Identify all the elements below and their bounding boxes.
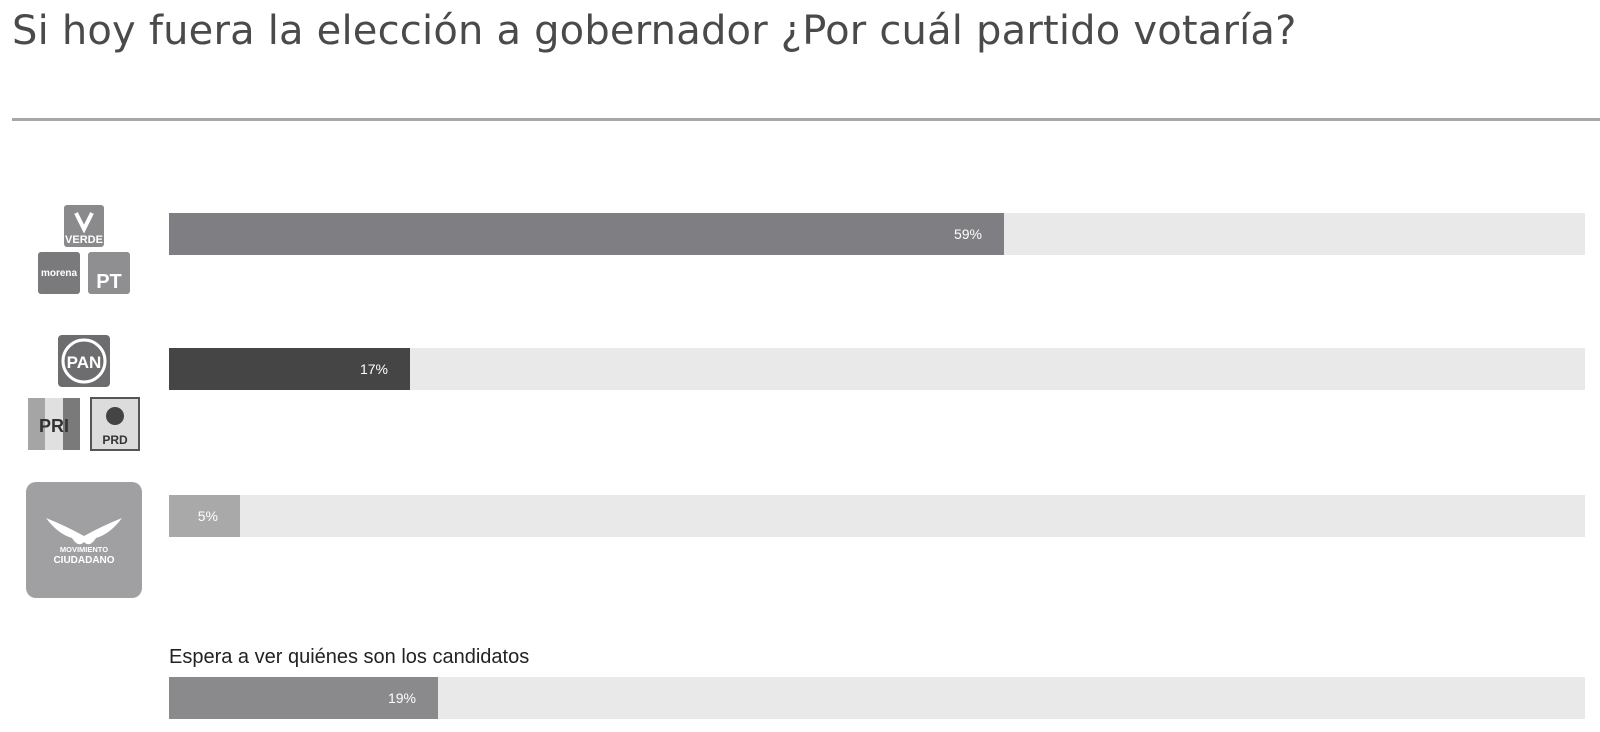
bar-track-verde-morena-pt: 59%	[169, 213, 1585, 255]
bar-pan-pri-prd	[169, 348, 410, 390]
pan-pri-prd-logos: PAN PRI PRD	[28, 335, 140, 451]
bar-value-label-espera: 19%	[387, 690, 416, 706]
pri-logo-text: PRI	[39, 416, 69, 436]
title-divider	[12, 118, 1600, 121]
mc-logo-line1: MOVIMIENTO	[60, 545, 108, 554]
bar-track-espera: 19%	[169, 677, 1585, 719]
verde-morena-pt-logos: VERDE morena PT	[38, 205, 130, 294]
pt-logo-text: PT	[96, 271, 122, 293]
bar-value-label-movimiento-ciudadano: 5%	[197, 508, 218, 524]
prd-logo-text: PRD	[102, 433, 128, 447]
bar-track-movimiento-ciudadano: 5%	[169, 495, 1585, 537]
category-label-espera: Espera a ver quiénes son los candidatos	[169, 646, 530, 668]
morena-logo-text: morena	[41, 268, 78, 279]
verde-logo-text: VERDE	[65, 234, 103, 246]
bar-espera	[169, 677, 438, 719]
morena-logo-icon	[38, 252, 80, 294]
bar-track-pan-pri-prd: 17%	[169, 348, 1585, 390]
bar-value-label-verde-morena-pt: 59%	[953, 226, 982, 242]
chart-title: Si hoy fuera la elección a gobernador ¿P…	[12, 8, 1297, 54]
pan-logo-icon	[58, 335, 110, 387]
bar-verde-morena-pt	[169, 213, 1004, 255]
bar-value-label-pan-pri-prd: 17%	[359, 361, 388, 377]
pt-logo-icon	[88, 252, 130, 294]
mc-logo-line2: CIUDADANO	[53, 555, 114, 566]
pan-logo-text: PAN	[67, 353, 102, 372]
bar-movimiento-ciudadano	[169, 495, 240, 537]
movimiento-ciudadano-logo: MOVIMIENTO CIUDADANO	[26, 482, 142, 598]
